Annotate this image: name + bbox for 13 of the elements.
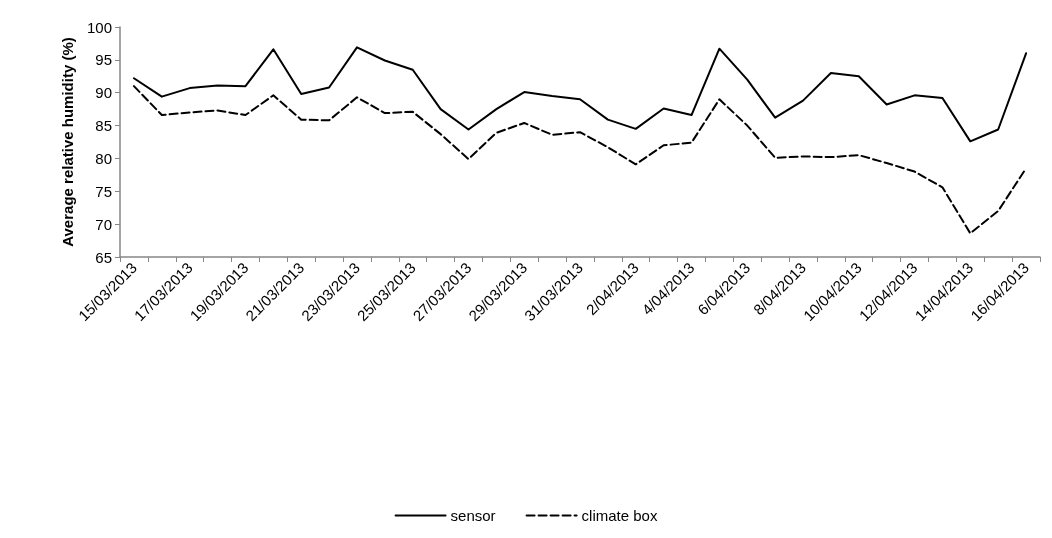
legend-label: climate box: [581, 507, 658, 524]
y-tick-label: 65: [95, 248, 112, 266]
y-tick-label: 95: [95, 51, 112, 69]
y-tick-label: 90: [95, 84, 112, 102]
line-series: [132, 46, 1028, 143]
y-tick-label: 80: [95, 149, 112, 167]
y-tick-label: 100: [86, 18, 112, 36]
y-axis-title: Average relative humidity (%): [59, 37, 76, 247]
line-series: [132, 85, 1028, 235]
y-tick-label: 85: [95, 117, 112, 135]
y-tick-label: 70: [95, 215, 112, 233]
y-tick-label: 75: [95, 182, 112, 200]
legend-label: sensor: [450, 507, 496, 524]
